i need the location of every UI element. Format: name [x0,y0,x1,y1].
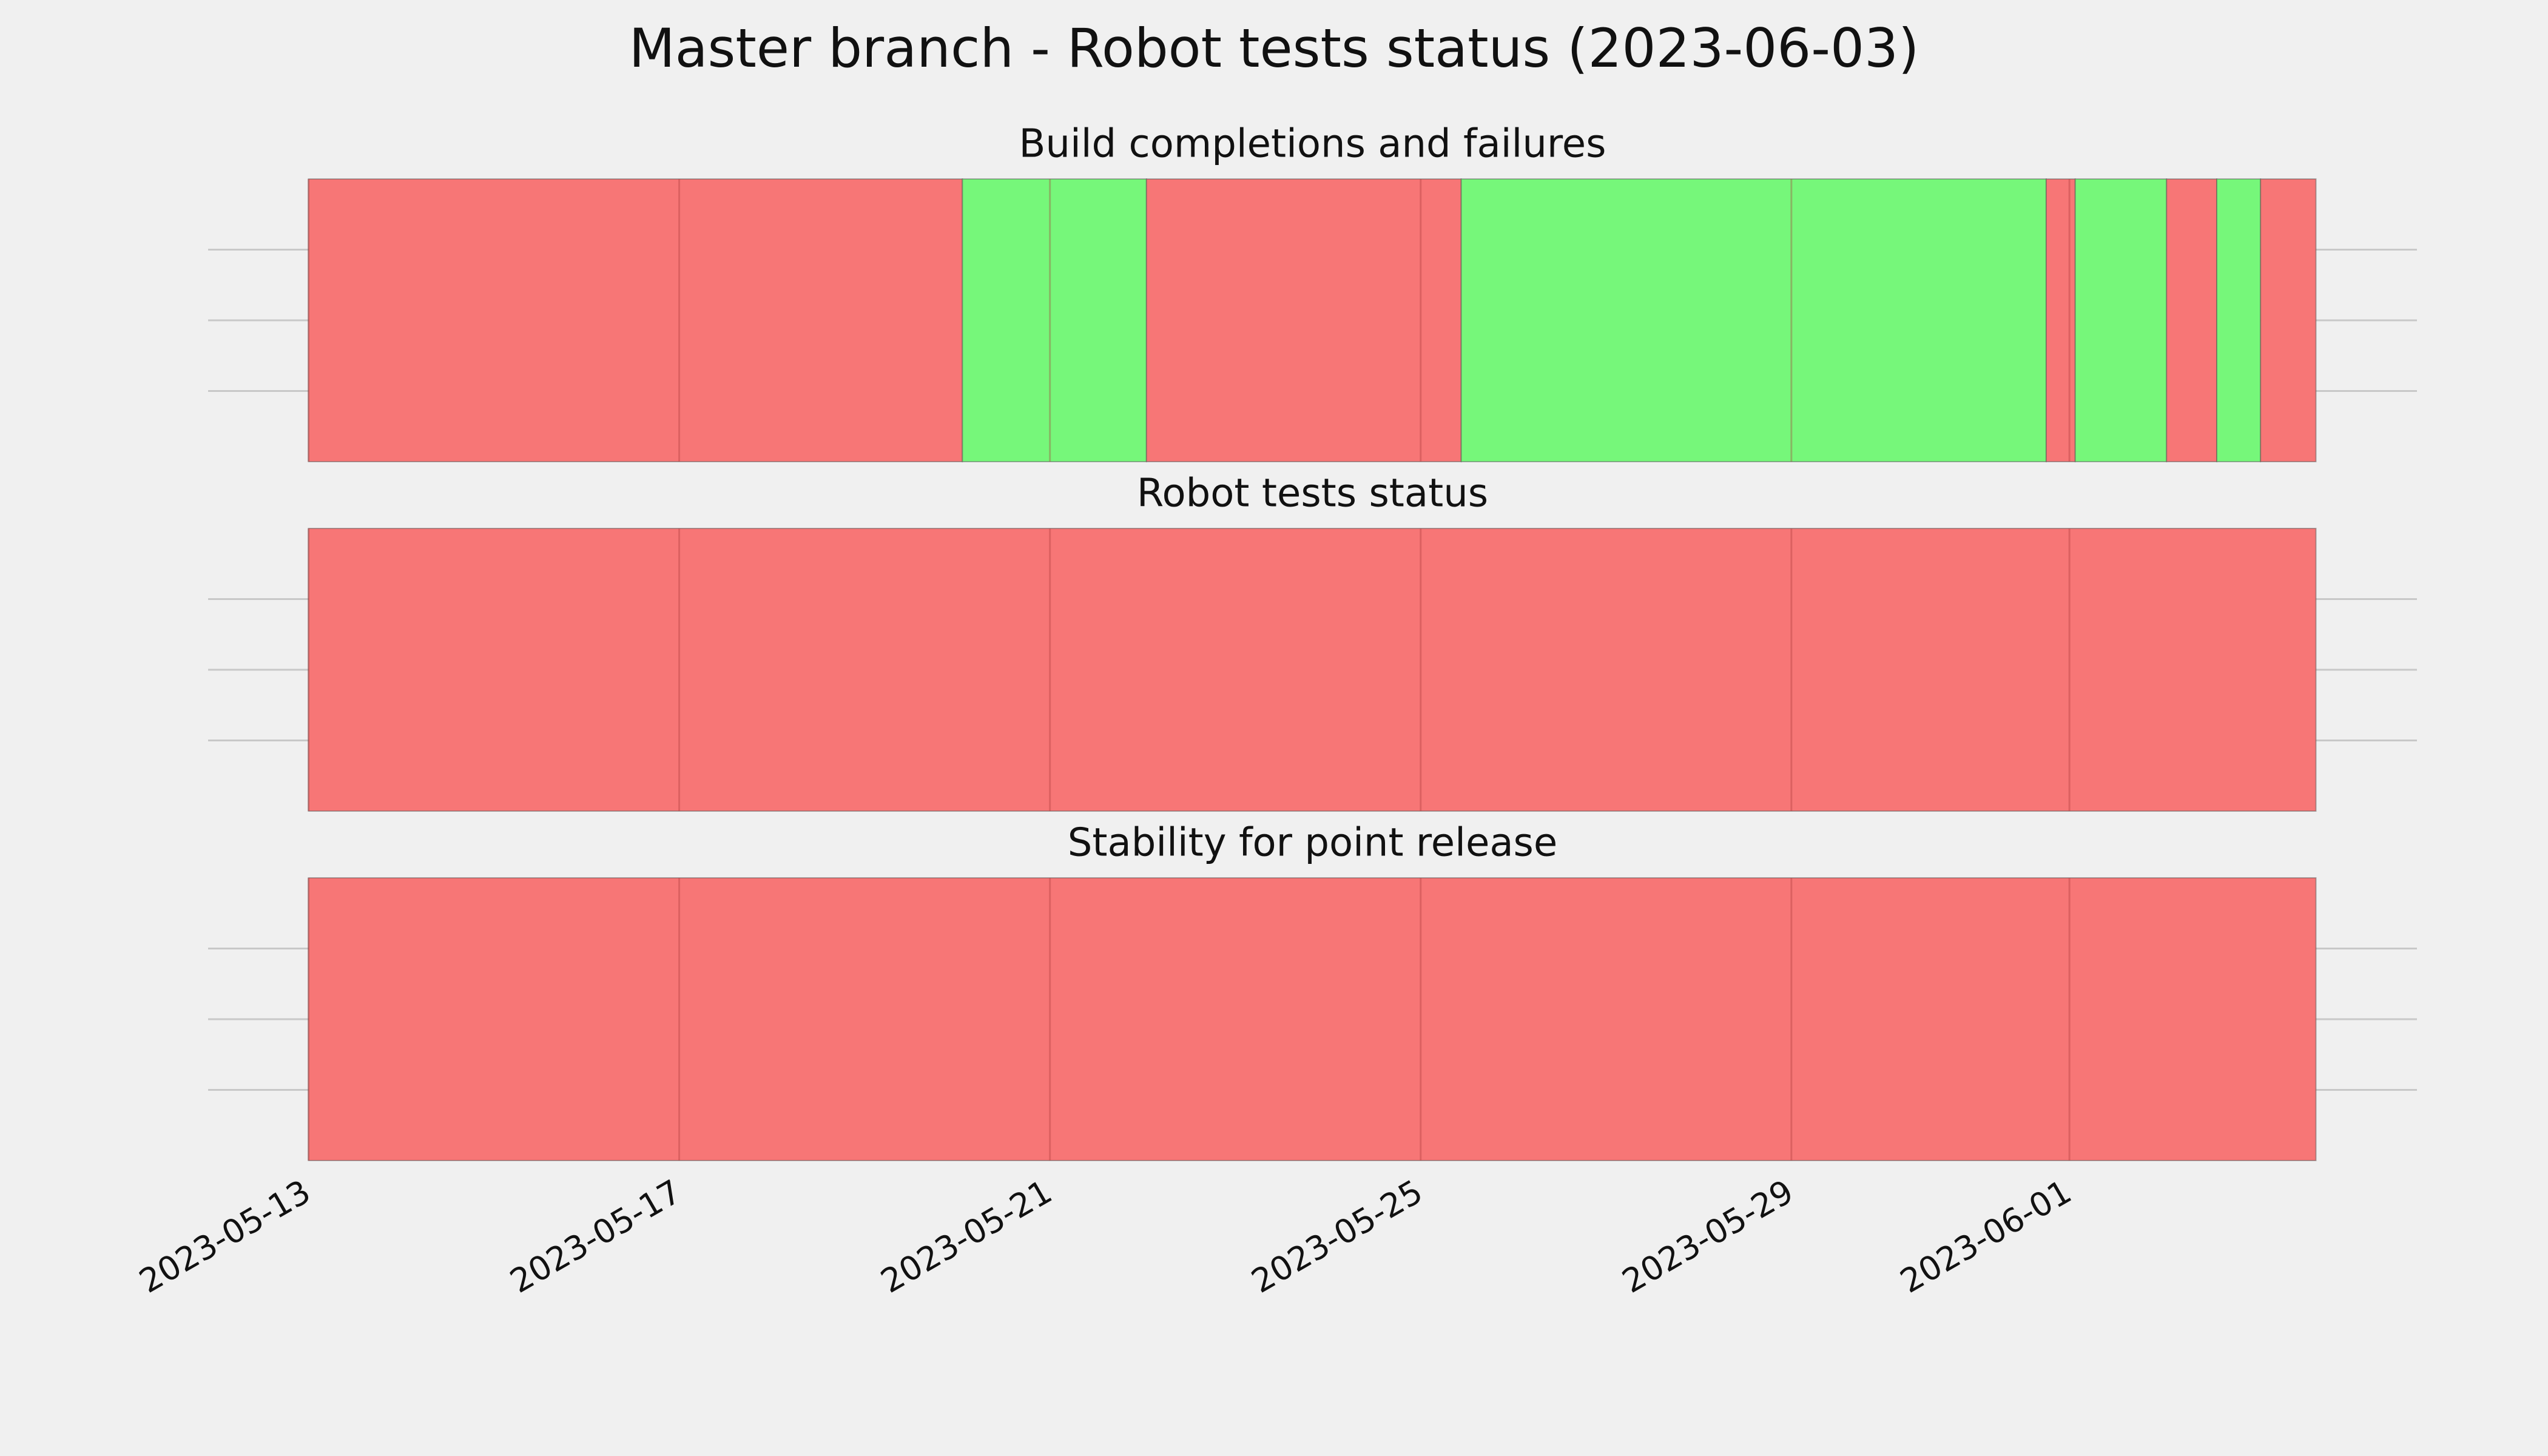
status-span [1145,178,1462,462]
status-span [1460,178,2047,462]
status-span [2216,178,2262,462]
status-span [308,178,963,462]
status-span [2260,178,2317,462]
status-span [2045,178,2076,462]
status-span [308,877,2317,1161]
panel-title: Build completions and failures [1019,122,1606,167]
status-span [2074,178,2168,462]
panel-title: Robot tests status [1137,471,1488,516]
status-span [308,528,2317,812]
chart-title: Master branch - Robot tests status (2023… [629,17,1919,79]
status-span [2166,178,2218,462]
status-span [962,178,1147,462]
panel-title: Stability for point release [1068,821,1558,866]
